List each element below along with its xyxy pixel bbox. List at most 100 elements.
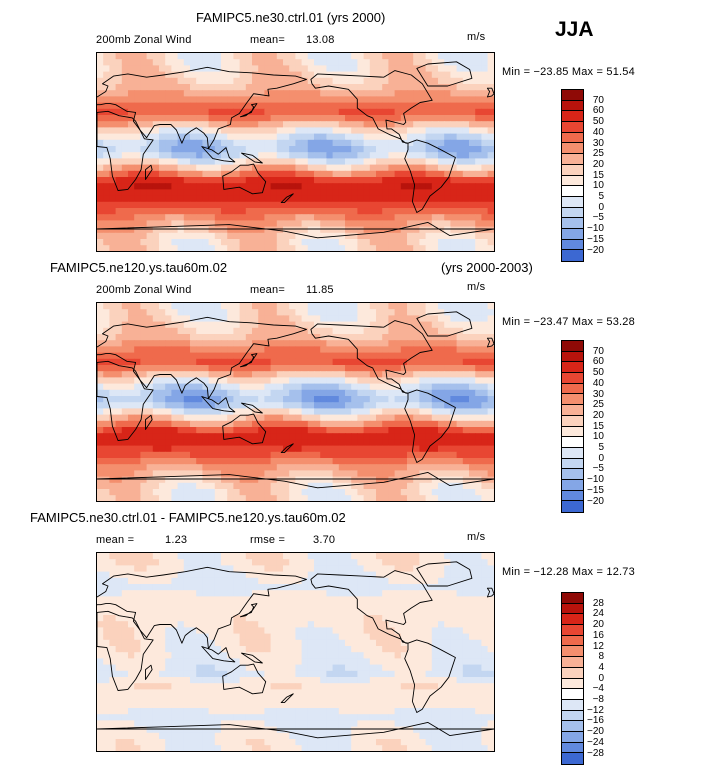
field-cell (370, 458, 377, 465)
field-cell (450, 470, 457, 477)
field-cell (178, 309, 185, 316)
field-cell (326, 609, 333, 616)
field-cell (147, 559, 154, 566)
field-cell (488, 245, 494, 251)
field-cell (481, 322, 488, 329)
field-cell (252, 202, 259, 209)
field-cell (401, 78, 408, 85)
field-cell (165, 59, 172, 66)
field-cell (227, 572, 234, 579)
field-cell (209, 553, 216, 560)
field-cell (314, 452, 321, 459)
field-cell (221, 578, 228, 585)
field-cell (295, 134, 302, 141)
field-cell (357, 439, 364, 446)
field-cell (488, 152, 494, 159)
field-cell (128, 396, 135, 403)
field-cell (134, 245, 141, 251)
field-cell (147, 59, 154, 66)
field-cell (233, 121, 240, 128)
field-cell (227, 239, 234, 246)
panel1-mean-label: mean= (250, 35, 285, 46)
field-cell (103, 464, 110, 471)
field-cell (481, 328, 488, 335)
field-cell (302, 227, 309, 234)
field-cell (159, 446, 166, 453)
field-cell (227, 196, 234, 203)
field-cell (407, 334, 414, 341)
panel3-mean-value: 1.23 (165, 535, 187, 546)
field-cell (308, 115, 315, 122)
field-cell (432, 446, 439, 453)
field-cell (140, 390, 147, 397)
field-cell (289, 377, 296, 384)
field-cell (364, 477, 371, 484)
field-cell (308, 239, 315, 246)
field-cell (184, 334, 191, 341)
field-cell (196, 328, 203, 335)
field-cell (171, 103, 178, 110)
field-cell (103, 96, 110, 103)
field-cell (252, 584, 259, 591)
field-cell (283, 433, 290, 440)
field-cell (171, 365, 178, 372)
field-cell (314, 359, 321, 366)
field-cell (401, 433, 408, 440)
field-cell (171, 452, 178, 459)
field-cell (240, 309, 247, 316)
field-cell (147, 109, 154, 116)
field-cell (320, 309, 327, 316)
field-cell (401, 415, 408, 422)
field-cell (103, 565, 110, 572)
field-cell (481, 559, 488, 566)
field-cell (246, 553, 253, 560)
field-cell (271, 121, 278, 128)
field-cell (153, 353, 160, 360)
field-cell (277, 359, 284, 366)
field-cell (457, 390, 464, 397)
field-cell (209, 584, 216, 591)
field-cell (116, 177, 123, 184)
field-cell (196, 202, 203, 209)
field-cell (240, 328, 247, 335)
field-cell (196, 427, 203, 434)
field-cell (407, 227, 414, 234)
field-cell (134, 470, 141, 477)
field-cell (376, 402, 383, 409)
field-cell (382, 408, 389, 415)
field-cell (165, 103, 172, 110)
field-cell (215, 196, 222, 203)
field-cell (178, 371, 185, 378)
field-cell (395, 559, 402, 566)
field-cell (401, 315, 408, 322)
field-cell (190, 202, 197, 209)
field-cell (116, 65, 123, 72)
field-cell (326, 177, 333, 184)
field-cell (426, 239, 433, 246)
field-cell (333, 346, 340, 353)
field-cell (481, 584, 488, 591)
field-cell (370, 578, 377, 585)
field-cell (258, 464, 265, 471)
field-cell (202, 572, 209, 579)
field-cell (388, 177, 395, 184)
field-cell (419, 603, 426, 610)
field-cell (122, 390, 129, 397)
field-cell (364, 183, 371, 190)
field-cell (122, 408, 129, 415)
field-cell (103, 458, 110, 465)
field-cell (314, 220, 321, 227)
field-cell (196, 245, 203, 251)
field-cell (469, 452, 476, 459)
field-cell (246, 470, 253, 477)
field-cell (122, 171, 129, 178)
field-cell (419, 402, 426, 409)
field-cell (475, 433, 482, 440)
field-cell (283, 140, 290, 147)
field-cell (246, 183, 253, 190)
field-cell (407, 134, 414, 141)
field-cell (233, 202, 240, 209)
field-cell (171, 477, 178, 484)
field-cell (153, 84, 160, 91)
field-cell (103, 65, 110, 72)
